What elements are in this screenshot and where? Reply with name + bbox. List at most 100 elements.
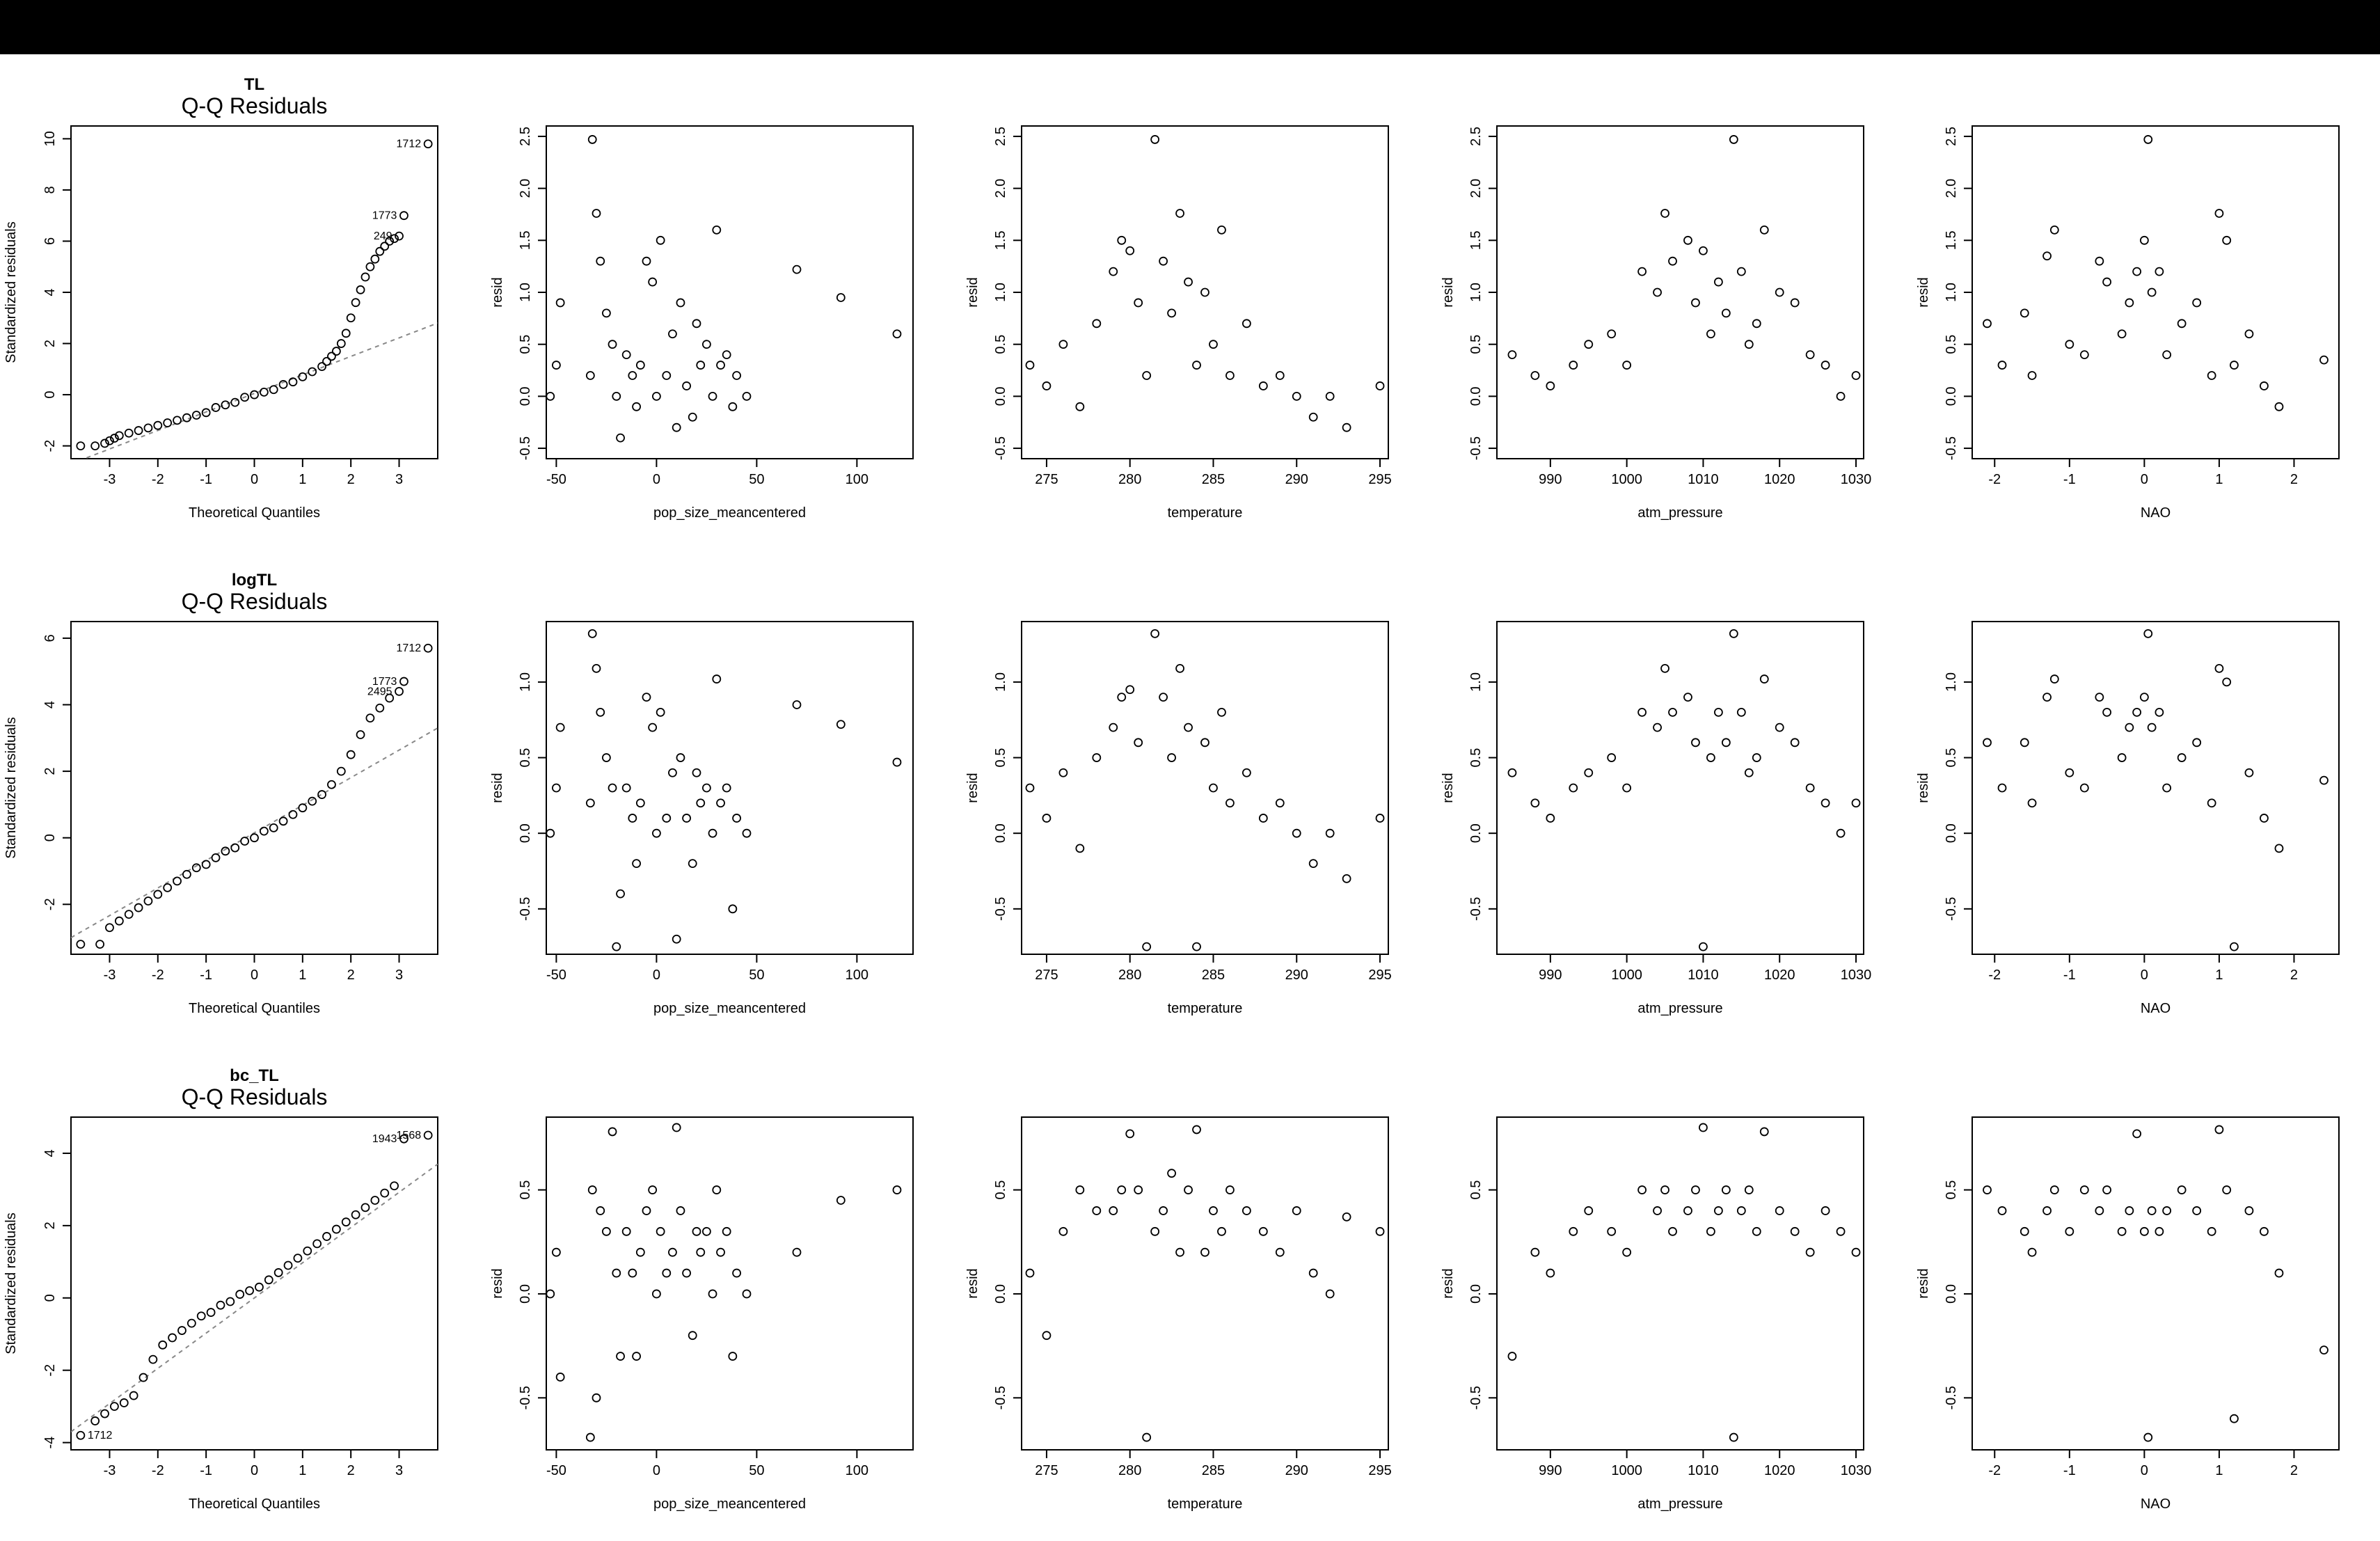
y-tick-label: 2.0 — [1468, 179, 1484, 198]
data-point — [1150, 629, 1160, 638]
data-point — [696, 798, 706, 808]
data-point — [90, 441, 100, 451]
y-tick-label: -0.5 — [1468, 897, 1484, 921]
y-axis-label: resid — [490, 773, 505, 803]
data-point — [2207, 798, 2216, 808]
y-tick-label: 2.0 — [993, 179, 1008, 198]
data-point — [656, 707, 665, 717]
data-point — [322, 356, 331, 366]
point-label: 1773 — [372, 210, 397, 222]
data-point — [211, 853, 221, 862]
y-tick-label: -0.5 — [993, 436, 1008, 460]
x-tick-label: 280 — [1118, 1463, 1141, 1478]
data-point — [2274, 844, 2284, 853]
data-point — [221, 400, 230, 410]
data-point — [1721, 308, 1731, 318]
marks-group — [546, 1123, 902, 1442]
data-point — [2042, 693, 2052, 702]
figure-panel-grid: TL Q-Q Residuals -3 -2 -1 0 1 2 3 -2 0 2 4 6 8 10 Theore… — [0, 54, 2380, 1541]
data-point — [2222, 1185, 2232, 1194]
x-tick-label: 275 — [1035, 472, 1058, 487]
x-tick-label: 275 — [1035, 1463, 1058, 1478]
data-point — [1308, 1268, 1318, 1278]
x-axis-label: Theoretical Quantiles — [189, 505, 320, 521]
data-point — [119, 1398, 129, 1407]
data-point — [2102, 707, 2111, 717]
data-point — [1983, 738, 1992, 748]
y-tick-label: 0.0 — [518, 386, 533, 406]
data-point — [792, 264, 802, 274]
point-label: 1943 — [372, 1133, 397, 1145]
data-point — [608, 1127, 617, 1137]
data-point — [331, 1224, 341, 1234]
data-point — [1820, 798, 1830, 808]
x-tick-label: 0 — [251, 1463, 258, 1478]
y-tick-label: -2 — [42, 898, 58, 910]
y-tick-label: 1.0 — [1468, 283, 1484, 302]
data-point — [356, 285, 365, 294]
data-point — [2192, 298, 2202, 308]
data-point — [143, 896, 153, 906]
data-point — [1292, 828, 1301, 838]
data-point — [2139, 693, 2149, 702]
data-point — [722, 783, 731, 793]
data-point — [1805, 1247, 1815, 1257]
data-point — [1805, 783, 1815, 793]
data-point — [105, 923, 114, 933]
data-point — [692, 319, 701, 329]
data-point — [1292, 1206, 1301, 1215]
data-point — [1225, 1185, 1235, 1194]
data-point — [592, 209, 601, 218]
data-point — [341, 1217, 351, 1227]
data-point — [1125, 1129, 1135, 1139]
data-point — [546, 391, 555, 401]
panel-r0c1: -50 0 50 100 -0.5 0.0 0.5 1.0 1.5 2.0 2.5 pop_size_… — [490, 125, 914, 521]
data-point — [230, 843, 240, 853]
plot-frame — [1496, 1116, 1864, 1451]
panel-r2c0: bc_TLQ-Q Residuals -3 -2 -1 0 1 2 3 -4 -2 0 2 4 Theor… — [3, 1066, 438, 1512]
data-point — [1729, 135, 1738, 144]
data-point — [201, 860, 211, 869]
data-point — [1713, 277, 1723, 287]
x-tick-label: 2 — [347, 967, 355, 983]
panel-r2c2: 275 280 285 290 295 -0.5 0.0 0.5 temperature resi… — [965, 1116, 1392, 1512]
data-point — [1653, 1206, 1662, 1215]
data-point — [635, 1247, 645, 1257]
y-tick-label: 1.5 — [1944, 230, 1959, 250]
y-tick-label: 0.5 — [1468, 748, 1484, 768]
data-point — [1530, 798, 1540, 808]
data-point — [124, 428, 134, 438]
data-point — [635, 361, 645, 370]
data-point — [1805, 350, 1815, 360]
marks-group — [71, 643, 438, 949]
plot-frame — [1021, 621, 1389, 955]
data-point — [114, 916, 124, 926]
data-point — [1109, 267, 1118, 276]
y-tick-label: 0.5 — [1468, 335, 1484, 354]
data-point — [2192, 1206, 2202, 1215]
data-point — [2125, 1206, 2134, 1215]
y-tick-label: 0.5 — [1944, 748, 1959, 768]
data-point — [612, 1268, 621, 1278]
point-label: 1712 — [88, 1430, 113, 1441]
data-point — [701, 783, 711, 793]
x-axis-label: pop_size_meancentered — [653, 1496, 806, 1512]
data-point — [182, 413, 191, 422]
data-point — [587, 1185, 597, 1194]
data-point — [708, 1289, 717, 1299]
data-point — [1752, 753, 1761, 762]
data-point — [1653, 287, 1662, 297]
data-point — [1569, 1226, 1578, 1236]
data-point — [732, 814, 741, 823]
x-tick-label: -1 — [200, 967, 212, 983]
data-point — [250, 390, 259, 400]
data-point — [682, 1268, 691, 1278]
data-point — [395, 231, 404, 241]
data-point — [1744, 1185, 1754, 1194]
data-point — [1292, 391, 1301, 401]
x-tick-label: 1030 — [1841, 1463, 1872, 1478]
data-point — [1150, 135, 1160, 144]
data-point — [2230, 361, 2239, 370]
data-point — [596, 707, 605, 717]
data-point — [2214, 663, 2224, 673]
